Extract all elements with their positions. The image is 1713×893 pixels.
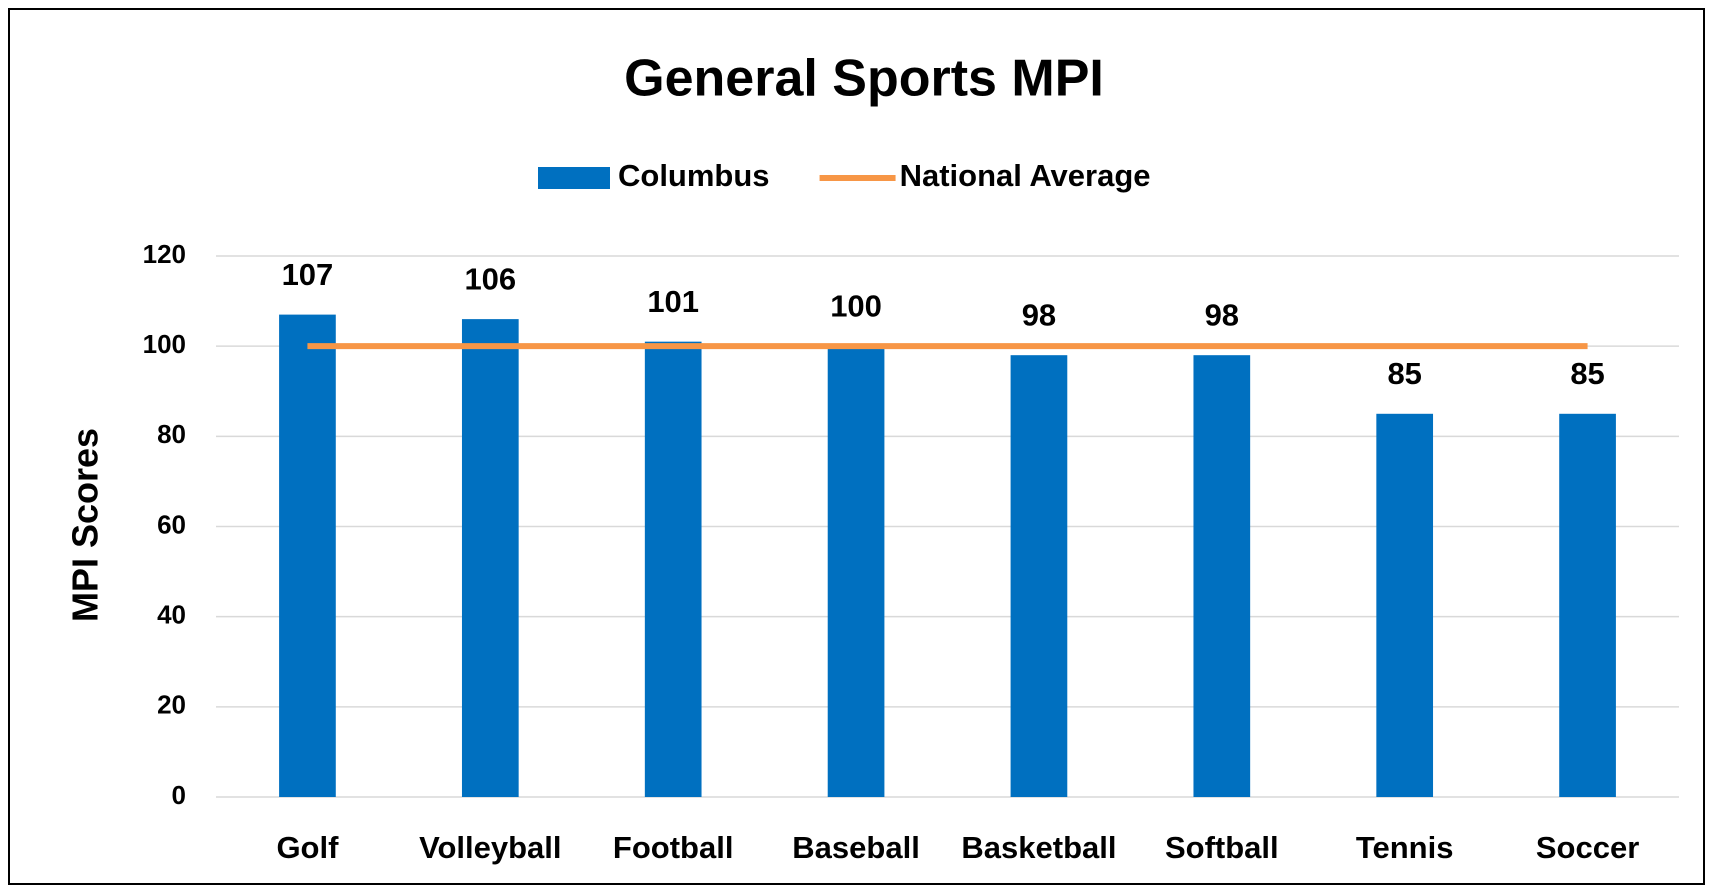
legend-label: National Average xyxy=(900,158,1151,193)
chart-title: General Sports MPI xyxy=(624,50,1104,108)
bar xyxy=(1010,355,1068,797)
y-axis-title: MPI Scores xyxy=(65,428,106,622)
y-tick-label: 0 xyxy=(172,780,186,810)
x-tick-label: Soccer xyxy=(1536,830,1639,865)
x-tick-label: Baseball xyxy=(792,830,920,865)
legend-label: Columbus xyxy=(618,158,770,193)
bar xyxy=(1559,413,1616,797)
data-label: 98 xyxy=(1205,297,1239,332)
y-tick-label: 120 xyxy=(143,239,186,269)
x-tick-label: Basketball xyxy=(961,830,1116,865)
data-label: 100 xyxy=(830,288,882,323)
y-tick-label: 100 xyxy=(143,329,186,359)
y-tick-label: 80 xyxy=(157,419,186,449)
data-label: 107 xyxy=(282,257,334,292)
x-tick-label: Golf xyxy=(276,830,339,865)
bar xyxy=(1376,413,1434,797)
bar xyxy=(1193,355,1251,797)
legend-swatch xyxy=(538,167,610,189)
x-tick-label: Football xyxy=(613,830,734,865)
y-tick-label: 40 xyxy=(157,600,186,630)
data-label: 106 xyxy=(464,261,516,296)
bar xyxy=(461,319,519,797)
data-label: 98 xyxy=(1022,297,1056,332)
y-tick-label: 20 xyxy=(157,690,186,720)
data-label: 101 xyxy=(647,284,699,319)
y-tick-label: 60 xyxy=(157,509,186,539)
x-tick-label: Softball xyxy=(1165,830,1279,865)
x-tick-label: Tennis xyxy=(1356,830,1454,865)
x-tick-label: Volleyball xyxy=(419,830,561,865)
bar xyxy=(827,346,885,797)
bar xyxy=(644,341,702,797)
data-label: 85 xyxy=(1387,356,1421,391)
data-label: 85 xyxy=(1570,356,1604,391)
bar xyxy=(279,314,336,797)
